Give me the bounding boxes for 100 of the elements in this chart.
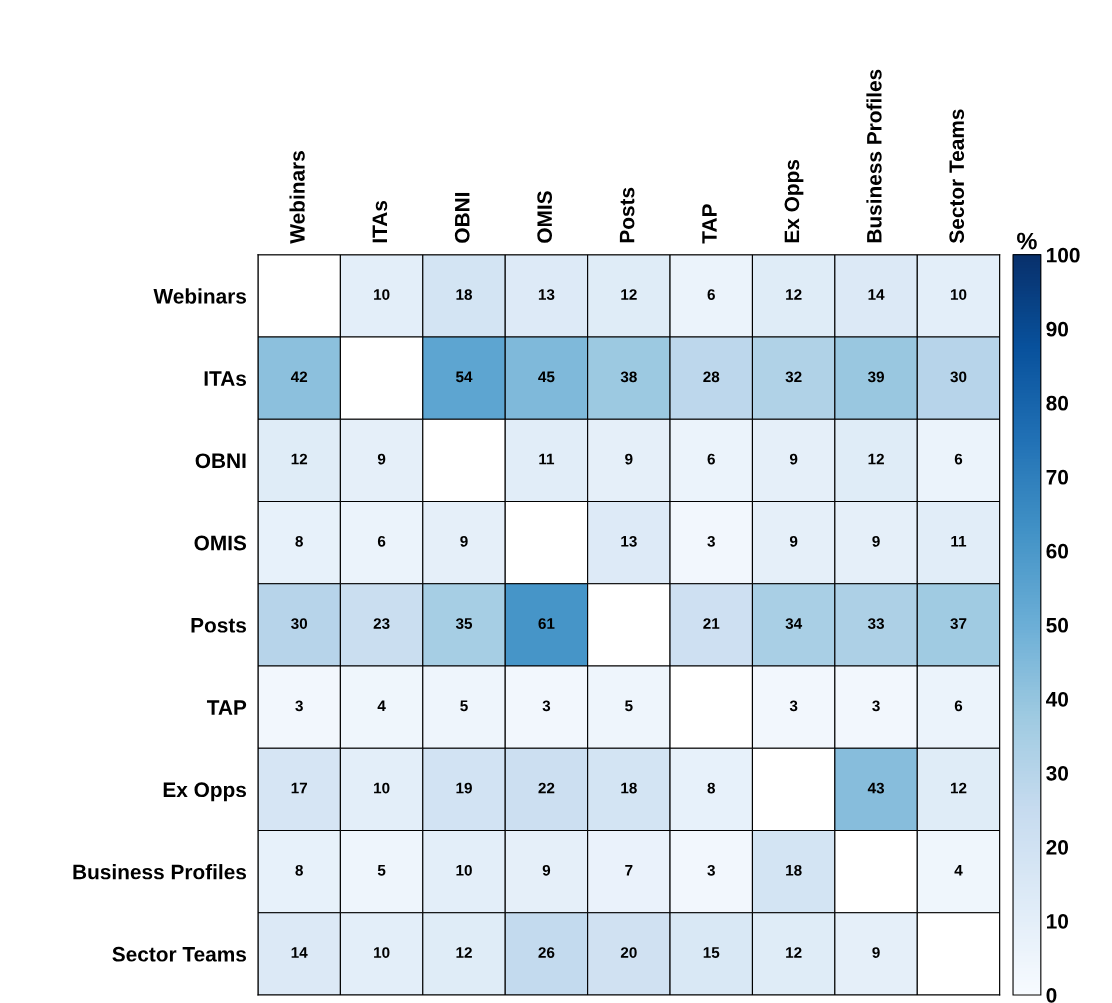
y-tick-label: Business Profiles [73, 864, 247, 880]
data-label: 12 [868, 453, 884, 465]
data-label: 5 [460, 700, 468, 712]
x-tick-label: Webinars [289, 151, 305, 244]
data-label: 26 [538, 947, 555, 958]
y-tick-label: Webinars [153, 288, 247, 304]
color-bar-label: 60 [1046, 543, 1069, 559]
data-label: 9 [872, 535, 880, 547]
x-tick-label: Posts [619, 187, 635, 243]
data-label: 12 [291, 453, 308, 465]
data-label: 32 [785, 371, 802, 383]
data-label: 18 [456, 289, 473, 300]
color-bar-title: % [1017, 232, 1037, 250]
y-tick-label: OMIS [194, 535, 247, 551]
data-label: 3 [789, 700, 798, 712]
y-tick-label: Sector Teams [112, 946, 247, 962]
x-tick-label: OMIS [537, 191, 553, 243]
color-bar-label: 10 [1047, 913, 1069, 929]
color-bar-label: 100 [1047, 247, 1080, 263]
data-label: 28 [703, 371, 720, 383]
data-label: 37 [950, 618, 967, 629]
data-label: 3 [542, 700, 551, 712]
data-label: 5 [625, 700, 633, 712]
data-label: 35 [455, 618, 473, 629]
data-label: 61 [538, 618, 555, 629]
data-label: 9 [377, 453, 386, 465]
y-tick-label: TAP [206, 700, 247, 715]
data-label: 33 [867, 618, 885, 629]
data-label: 12 [621, 289, 637, 300]
color-bar-label: 30 [1046, 765, 1069, 781]
data-label: 30 [950, 371, 967, 383]
data-label: 12 [456, 947, 472, 958]
data-label: 12 [950, 782, 967, 794]
data-label: 6 [954, 453, 963, 465]
y-tick-label: ITAs [204, 371, 247, 386]
data-label: 10 [374, 289, 390, 300]
color-bar-label: 0 [1046, 987, 1057, 1003]
data-label: 22 [538, 782, 555, 794]
x-tick-label: Sector Teams [949, 109, 965, 244]
data-label: 3 [295, 700, 303, 712]
data-label: 20 [620, 947, 637, 958]
data-label: 4 [377, 700, 386, 712]
data-label: 6 [707, 453, 715, 465]
data-label: 6 [377, 535, 386, 547]
color-bar-label: 90 [1046, 321, 1069, 337]
data-label: 8 [295, 864, 303, 876]
data-label: 9 [872, 947, 880, 958]
data-label: 18 [621, 782, 637, 794]
color-bar-label: 80 [1046, 395, 1069, 411]
y-tick-label: Ex Opps [163, 782, 247, 802]
data-label: 9 [789, 535, 798, 547]
data-label: 10 [950, 289, 967, 300]
data-label: 12 [786, 289, 802, 300]
data-label: 13 [621, 535, 637, 547]
data-label: 18 [786, 864, 802, 876]
data-label: 12 [786, 947, 802, 958]
x-tick-label: TAP [702, 204, 717, 244]
data-label: 9 [789, 453, 798, 465]
data-label: 10 [374, 782, 390, 794]
data-label: 6 [707, 289, 715, 300]
color-bar-label: 40 [1046, 691, 1069, 707]
data-label: 9 [625, 453, 633, 465]
data-label: 3 [707, 864, 715, 876]
data-label: 34 [785, 618, 803, 629]
data-label: 9 [542, 864, 551, 876]
data-label: 19 [456, 782, 472, 794]
data-label: 30 [291, 618, 308, 629]
data-label: 21 [703, 618, 720, 629]
data-label: 14 [291, 947, 308, 958]
x-tick-label: OBNI [454, 192, 470, 243]
data-label: 10 [374, 947, 390, 958]
data-label: 42 [290, 371, 308, 383]
data-label: 14 [868, 289, 885, 300]
color-bar-label: 20 [1046, 839, 1069, 855]
data-label: 7 [625, 865, 633, 876]
data-label: 17 [291, 782, 308, 794]
data-label: 8 [707, 782, 716, 794]
data-label: 6 [954, 700, 963, 712]
data-label: 11 [539, 453, 555, 465]
data-label: 23 [373, 618, 390, 629]
data-label: 3 [872, 700, 880, 712]
y-tick-label: Posts [191, 618, 247, 633]
data-label: 45 [538, 371, 555, 383]
color-bar-label: 70 [1046, 469, 1069, 485]
data-label: 5 [377, 865, 386, 876]
data-label: 9 [460, 535, 468, 547]
y-tick-label: OBNI [195, 453, 246, 469]
data-label: 54 [455, 371, 473, 383]
data-label: 43 [867, 782, 885, 794]
color-bar-label: 50 [1046, 617, 1069, 633]
x-tick-label: Ex Opps [784, 159, 804, 243]
data-label: 10 [456, 864, 472, 876]
data-label: 38 [620, 371, 637, 383]
x-tick-label: ITAs [372, 200, 388, 243]
data-label: 3 [707, 535, 715, 547]
data-label: 15 [703, 947, 720, 958]
data-label: 4 [954, 865, 963, 876]
data-label: 8 [295, 535, 303, 547]
data-label: 13 [538, 289, 555, 301]
data-label: 39 [867, 371, 884, 383]
